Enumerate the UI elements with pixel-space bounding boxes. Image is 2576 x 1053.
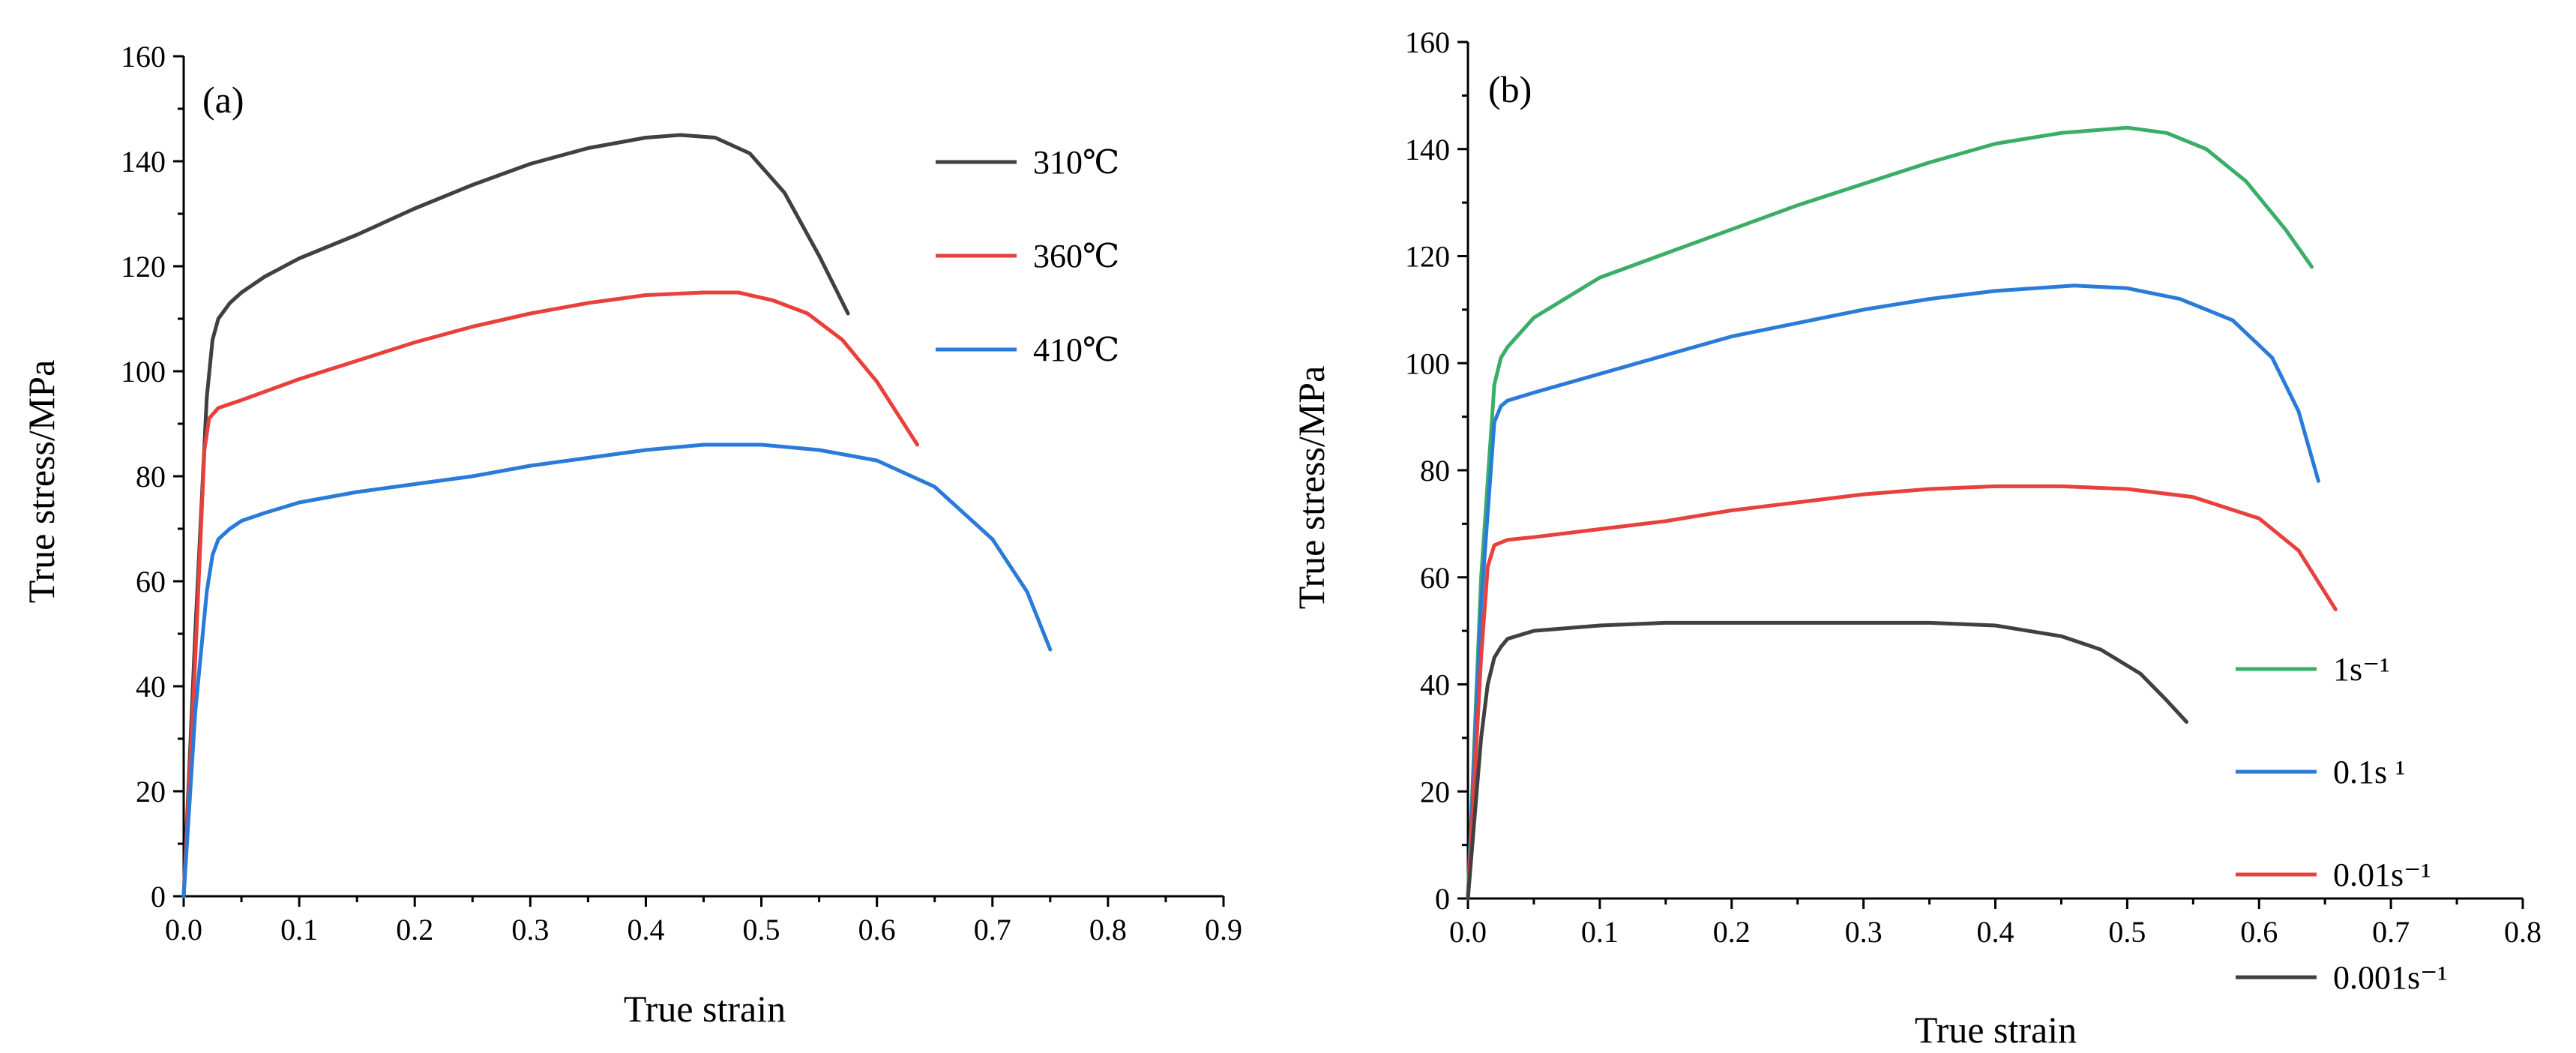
x-tick-label-a: 0.4 bbox=[627, 913, 664, 946]
legend-label-b-4: 0.001s⁻¹ bbox=[2333, 959, 2448, 996]
series-line-b-2 bbox=[1466, 284, 2320, 901]
y-tick-label-b: 0 bbox=[1435, 882, 1450, 916]
legend-label-b-3: 0.01s⁻¹ bbox=[2333, 856, 2431, 893]
series-group-b bbox=[1466, 125, 2338, 901]
y-tick-label-a: 140 bbox=[121, 145, 166, 178]
y-tick-label-b: 80 bbox=[1420, 454, 1450, 488]
legend-b: 1s⁻¹ 0.1s ¹ 0.01s⁻¹ 0.001s⁻¹ bbox=[2236, 651, 2448, 996]
legend-label-a-1: 310℃ bbox=[1033, 144, 1119, 181]
x-tick-label-b: 0.1 bbox=[1581, 915, 1619, 949]
y-tick-label-a: 60 bbox=[136, 565, 166, 598]
legend-label-a-2: 360℃ bbox=[1033, 238, 1119, 274]
x-tick-label-b: 0.5 bbox=[2108, 915, 2146, 949]
x-tick-label-a: 0.5 bbox=[743, 913, 780, 946]
x-tick-label-b: 0.4 bbox=[1977, 915, 2014, 949]
x-ticks-a: 0.0 0.1 0.2 0.3 0.4 0.5 0.6 0.7 0.8 0.9 bbox=[165, 896, 1242, 946]
panel-label-a: (a) bbox=[202, 79, 244, 121]
x-tick-label-b: 0.7 bbox=[2372, 915, 2410, 949]
y-tick-label-a: 100 bbox=[121, 355, 166, 388]
y-tick-label-b: 140 bbox=[1405, 133, 1450, 166]
y-tick-label-a: 40 bbox=[136, 670, 166, 704]
x-tick-label-a: 0.6 bbox=[858, 913, 896, 946]
x-tick-label-a: 0.8 bbox=[1089, 913, 1127, 946]
series-line-b-1 bbox=[1466, 125, 2314, 901]
x-axis-title-a: True strain bbox=[624, 988, 786, 1030]
series-line-a-2 bbox=[181, 290, 920, 898]
legend-label-a-3: 410℃ bbox=[1033, 332, 1119, 368]
series-line-a-3 bbox=[181, 442, 1053, 898]
x-axis-title-b: True strain bbox=[1915, 1009, 2077, 1051]
y-tick-label-a: 0 bbox=[151, 880, 166, 914]
chart-panel-a: 0.0 0.1 0.2 0.3 0.4 0.5 0.6 0.7 0.8 0.9 0 20 40 60 80… bbox=[20, 40, 1242, 1030]
y-tick-label-b: 120 bbox=[1405, 240, 1450, 274]
y-tick-label-a: 120 bbox=[121, 250, 166, 284]
legend-label-b-2: 0.1s ¹ bbox=[2333, 754, 2405, 790]
series-line-b-4 bbox=[1466, 620, 2188, 901]
x-tick-label-a: 0.3 bbox=[511, 913, 549, 946]
x-tick-label-a: 0.7 bbox=[974, 913, 1011, 946]
legend-a: 310℃ 360℃ 410℃ bbox=[936, 144, 1119, 368]
x-tick-label-b: 0.3 bbox=[1845, 915, 1883, 949]
y-axis-title-a: True stress/MPa bbox=[20, 360, 62, 604]
x-tick-label-b: 0.6 bbox=[2240, 915, 2278, 949]
y-tick-label-a: 80 bbox=[136, 460, 166, 494]
legend-label-b-1: 1s⁻¹ bbox=[2333, 651, 2390, 688]
y-axis-title-b: True stress/MPa bbox=[1290, 366, 1332, 610]
x-tick-label-b: 0.0 bbox=[1449, 915, 1487, 949]
series-line-a-1 bbox=[181, 133, 850, 898]
x-ticks-b: 0.0 0.1 0.2 0.3 0.4 0.5 0.6 0.7 0.8 bbox=[1449, 898, 2542, 949]
x-tick-label-a: 0.2 bbox=[396, 913, 433, 946]
x-tick-label-b: 0.8 bbox=[2504, 915, 2542, 949]
y-tick-label-b: 160 bbox=[1405, 26, 1450, 59]
y-tick-label-a: 20 bbox=[136, 775, 166, 808]
y-tick-label-b: 40 bbox=[1420, 668, 1450, 702]
series-group-a bbox=[181, 133, 1053, 898]
x-tick-label-b: 0.2 bbox=[1713, 915, 1751, 949]
y-tick-label-b: 100 bbox=[1405, 346, 1450, 380]
x-tick-label-a: 0.1 bbox=[280, 913, 318, 946]
series-line-b-3 bbox=[1466, 484, 2338, 901]
chart-panel-b: 0.0 0.1 0.2 0.3 0.4 0.5 0.6 0.7 0.8 0 20 40 60 80 100… bbox=[1290, 26, 2542, 1051]
y-ticks-b: 0 20 40 60 80 100 120 140 160 bbox=[1405, 26, 1468, 916]
y-tick-label-b: 20 bbox=[1420, 775, 1450, 808]
y-ticks-a: 0 20 40 60 80 100 120 140 160 bbox=[121, 40, 184, 914]
panel-label-b: (b) bbox=[1488, 68, 1532, 110]
y-tick-label-a: 160 bbox=[121, 40, 166, 74]
x-tick-label-a: 0.0 bbox=[165, 913, 202, 946]
x-tick-label-a: 0.9 bbox=[1205, 913, 1242, 946]
y-tick-label-b: 60 bbox=[1420, 561, 1450, 595]
